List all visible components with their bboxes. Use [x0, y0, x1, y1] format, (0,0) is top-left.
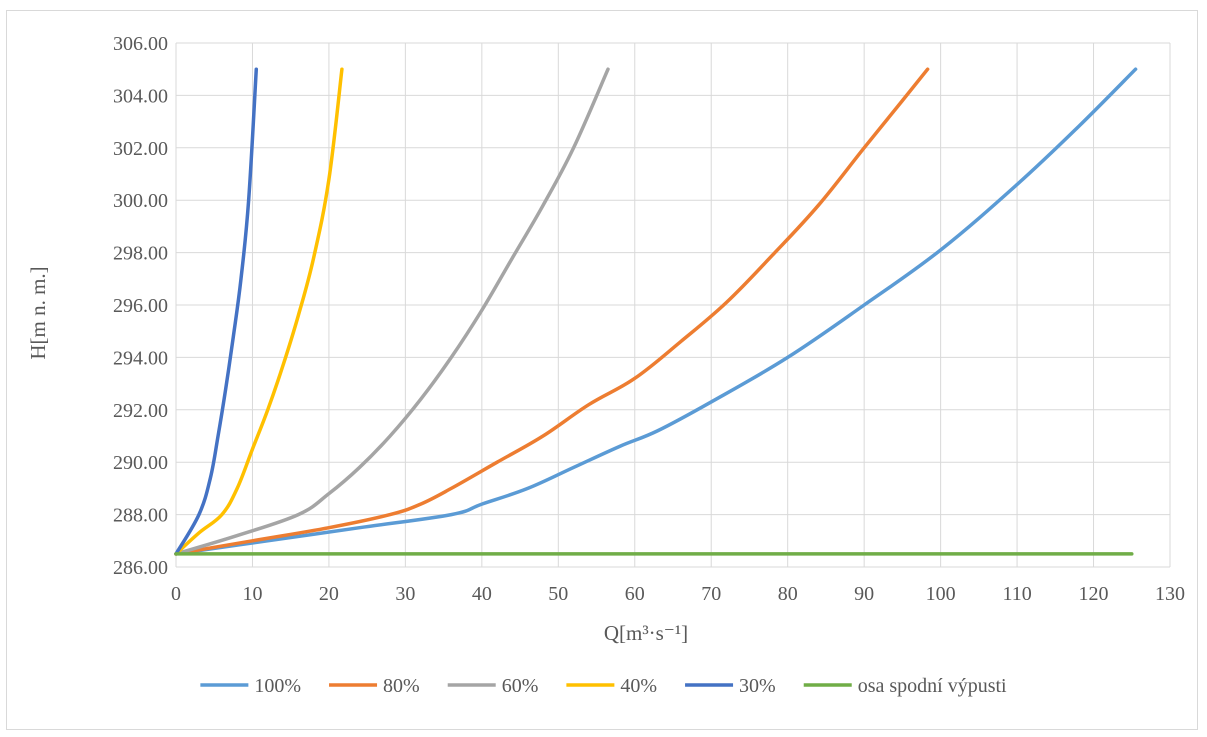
- x-tick-label: 110: [1002, 583, 1031, 605]
- series-line-1: [174, 67, 930, 556]
- legend-label-1: 80%: [383, 675, 420, 697]
- y-tick-label: 288.00: [113, 505, 168, 527]
- y-tick-label: 306.00: [113, 33, 168, 55]
- legend-label-5: osa spodní výpusti: [858, 675, 1007, 697]
- x-tick-label: 10: [242, 583, 262, 605]
- y-tick-label: 298.00: [113, 243, 168, 265]
- y-tick-label: 292.00: [113, 400, 168, 422]
- legend: 100% 80% 60% 40% 30% osa spodní výpusti: [200, 675, 1007, 697]
- series-line-0: [174, 67, 1138, 556]
- x-tick-label: 120: [1079, 583, 1109, 605]
- series-line-3: [174, 67, 344, 556]
- y-tick-label: 286.00: [113, 557, 168, 579]
- y-tick-label: 294.00: [113, 347, 168, 369]
- legend-label-2: 60%: [502, 675, 539, 697]
- x-tick-label: 0: [171, 583, 181, 605]
- x-axis-title: Q[m³·s⁻¹]: [604, 621, 688, 645]
- legend-label-4: 30%: [739, 675, 776, 697]
- x-tick-label: 60: [625, 583, 645, 605]
- series-line-4: [174, 67, 259, 556]
- y-tick-label: 302.00: [113, 138, 168, 160]
- x-tick-label: 50: [548, 583, 568, 605]
- x-tick-label: 70: [701, 583, 721, 605]
- grid-lines: [175, 42, 1171, 568]
- y-tick-label: 296.00: [113, 295, 168, 317]
- x-tick-label: 40: [472, 583, 492, 605]
- series-lines: [174, 67, 1138, 556]
- series-line-2: [174, 67, 610, 556]
- x-tick-label: 90: [854, 583, 874, 605]
- y-tick-label: 304.00: [113, 85, 168, 107]
- x-tick-label: 100: [926, 583, 956, 605]
- x-tick-label: 80: [778, 583, 798, 605]
- chart-frame: [6, 10, 1198, 730]
- x-tick-label: 130: [1155, 583, 1185, 605]
- x-axis-ticks: 0 10 20 30 40 50 60 70 80 90 100 110 120 130: [171, 583, 1185, 605]
- legend-label-0: 100%: [254, 675, 301, 697]
- y-tick-label: 290.00: [113, 452, 168, 474]
- y-axis-ticks: 286.00 288.00 290.00 292.00 294.00 296.00 298.…: [113, 33, 168, 579]
- y-axis-title: H[m n. m.]: [26, 266, 50, 359]
- legend-label-3: 40%: [620, 675, 657, 697]
- x-tick-label: 30: [395, 583, 415, 605]
- x-tick-label: 20: [319, 583, 339, 605]
- y-tick-label: 300.00: [113, 190, 168, 212]
